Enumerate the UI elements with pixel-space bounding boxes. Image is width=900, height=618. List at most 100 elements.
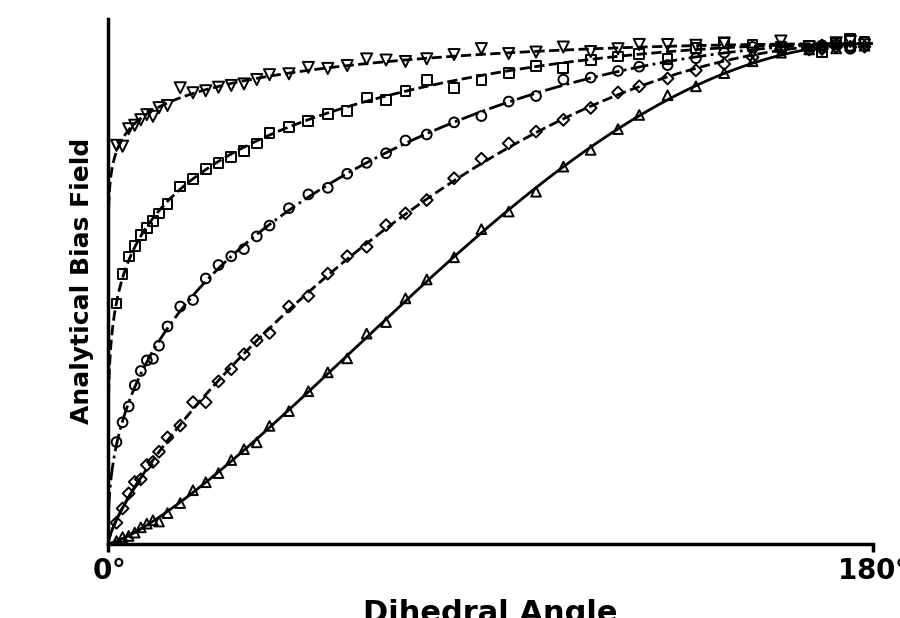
Point [774,41,788,51]
Point [359,54,374,64]
Point [302,62,316,72]
Point [447,173,462,183]
Point [501,68,516,78]
Point [447,83,462,93]
Point [814,47,829,57]
Point [115,417,130,427]
Point [379,220,393,230]
Point [843,44,858,54]
Point [160,101,175,111]
Point [661,60,675,70]
Point [140,223,154,233]
Point [262,70,276,80]
Point [745,56,760,66]
Point [529,127,544,137]
Point [224,152,238,162]
Point [109,140,123,150]
Point [140,110,154,120]
Point [858,36,872,46]
Point [128,380,142,390]
Point [529,61,544,71]
Point [212,468,226,478]
Point [688,66,703,75]
Point [115,269,130,279]
Point [745,53,760,62]
Point [774,36,788,46]
Point [262,421,276,431]
Point [340,353,355,363]
Point [474,224,489,234]
Point [302,386,316,396]
Point [843,34,858,44]
Point [556,75,571,85]
Point [212,376,226,386]
Point [745,42,760,52]
Point [109,298,123,308]
Point [717,38,732,48]
Point [447,117,462,127]
Point [320,269,335,279]
Point [419,274,434,284]
Point [399,56,413,66]
Point [133,522,148,532]
Point [237,244,251,254]
Point [199,164,213,174]
Point [146,111,160,121]
Point [829,42,843,52]
Point [122,124,136,133]
Point [237,79,251,89]
Point [814,40,829,49]
Point [774,48,788,57]
Point [611,88,625,98]
Point [359,329,374,339]
Point [115,532,130,542]
Point [133,475,148,485]
Point [717,59,732,69]
Point [774,44,788,54]
Point [501,96,516,106]
Point [146,216,160,226]
Point [688,82,703,91]
Point [224,455,238,465]
Point [302,190,316,200]
Point [529,91,544,101]
Point [146,515,160,525]
Point [262,328,276,338]
Point [282,203,296,213]
Point [320,64,335,74]
Point [212,82,226,92]
Point [128,241,142,251]
Point [583,55,598,65]
Point [152,517,166,527]
Point [122,531,136,541]
Point [611,124,625,134]
Point [249,232,264,242]
Point [745,48,760,58]
Point [632,82,646,91]
Y-axis label: Analytical Bias Field: Analytical Bias Field [70,138,94,425]
Point [556,115,571,125]
Point [160,433,175,442]
Point [556,42,571,52]
Point [340,251,355,261]
Point [224,364,238,374]
Point [474,75,489,85]
Point [419,54,434,64]
Point [160,321,175,331]
Point [858,37,872,47]
Point [447,49,462,59]
Point [556,63,571,73]
Point [237,349,251,359]
Point [359,158,374,168]
Point [774,43,788,53]
Point [379,95,393,104]
Point [185,485,200,495]
Point [399,208,413,218]
Point [185,295,200,305]
Point [802,41,816,51]
Point [249,438,264,447]
Point [688,43,703,53]
Point [140,460,154,470]
Point [237,146,251,156]
Point [160,508,175,518]
